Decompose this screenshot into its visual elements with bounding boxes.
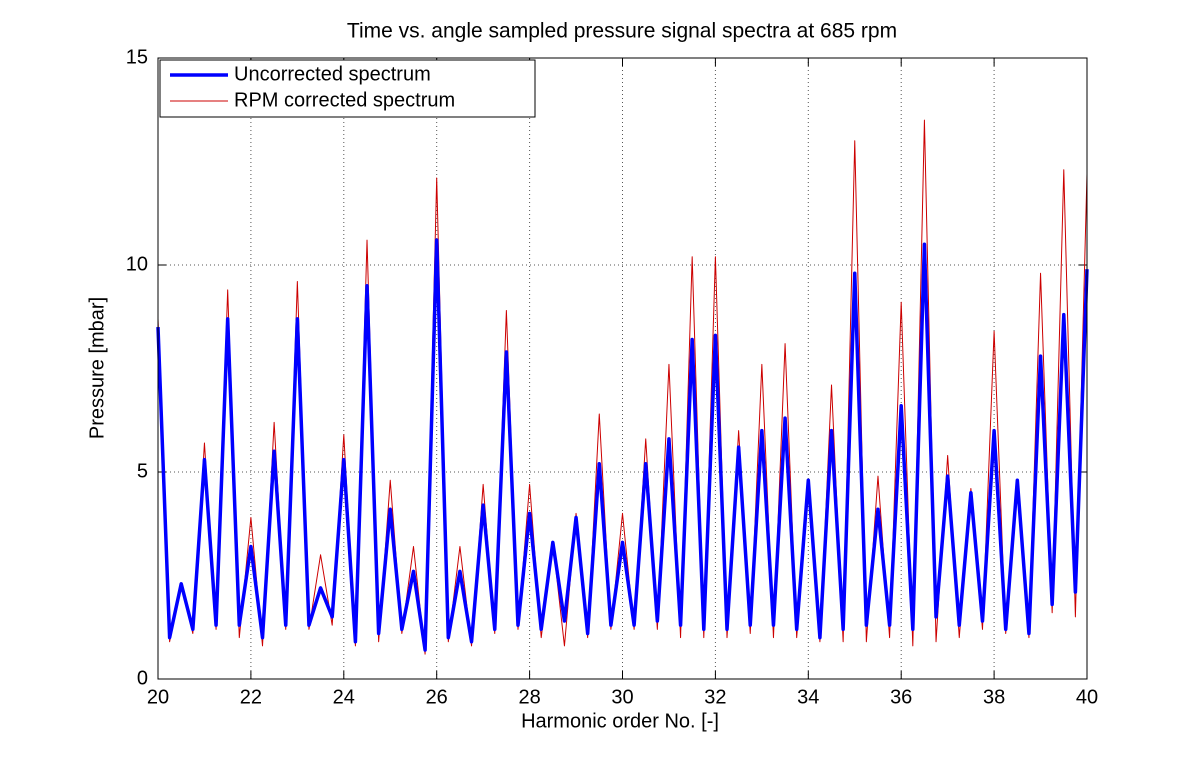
series-line (156, 238, 1089, 652)
x-tick-label: 34 (797, 686, 819, 708)
legend-label: RPM corrected spectrum (234, 89, 455, 111)
legend-label: Uncorrected spectrum (234, 63, 431, 85)
x-tick-label: 20 (147, 686, 169, 708)
y-tick-label: 15 (126, 46, 148, 68)
plot-frame (157, 57, 1088, 680)
x-tick-label: 32 (704, 686, 726, 708)
x-tick-label: 36 (890, 686, 912, 708)
chart-title: Time vs. angle sampled pressure signal s… (347, 20, 897, 43)
x-tick-label: 26 (426, 686, 448, 708)
x-tick-label: 40 (1076, 686, 1098, 708)
y-tick-label: 0 (137, 667, 148, 689)
y-tick-label: 5 (137, 460, 148, 482)
y-axis-label: Pressure [mbar] (86, 297, 108, 439)
legend-box (159, 59, 536, 118)
y-tick-label: 10 (126, 253, 148, 275)
x-tick-label: 22 (240, 686, 262, 708)
x-tick-label: 38 (983, 686, 1005, 708)
x-tick-label: 28 (518, 686, 540, 708)
x-axis-label: Harmonic order No. [-] (521, 710, 719, 732)
x-tick-label: 24 (333, 686, 355, 708)
x-tick-label: 30 (611, 686, 633, 708)
